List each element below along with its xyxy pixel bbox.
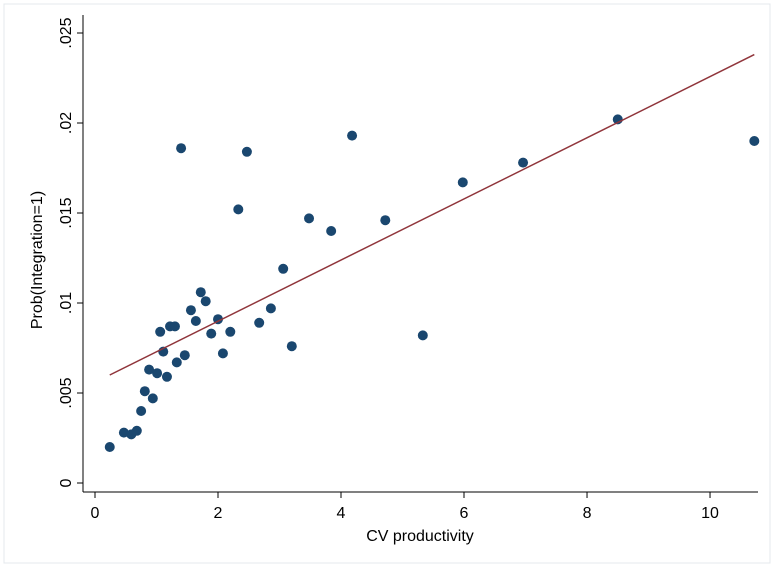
scatter-point — [152, 368, 163, 379]
scatter-point — [169, 321, 180, 332]
scatter-point — [161, 371, 172, 382]
x-tick-label: 8 — [583, 505, 592, 522]
scatter-point — [195, 287, 206, 298]
scatter-point — [176, 143, 187, 154]
scatter-point — [347, 130, 358, 141]
scatter-point — [749, 136, 760, 146]
scatter-point — [241, 146, 252, 157]
y-tick-label: .01 — [58, 292, 75, 314]
scatter-point — [200, 296, 211, 307]
scatter-point — [254, 317, 265, 328]
scatter-point — [171, 357, 182, 368]
scatter-point — [326, 226, 337, 236]
scatter-point — [144, 364, 155, 375]
scatter-point — [233, 204, 244, 215]
y-tick-label: .005 — [58, 377, 75, 408]
scatter-point — [457, 177, 468, 188]
scatter-point — [136, 406, 147, 416]
scatter-point — [217, 348, 228, 359]
scatter-point — [286, 341, 297, 352]
x-tick-label: 10 — [701, 505, 719, 522]
scatter-point — [139, 386, 150, 397]
x-tick-label: 6 — [460, 505, 469, 522]
x-tick-label: 2 — [214, 505, 223, 522]
y-tick-label: .015 — [58, 197, 75, 228]
scatter-point — [179, 350, 190, 361]
x-tick-label: 4 — [337, 505, 346, 522]
scatter-point — [518, 157, 529, 168]
scatter-point — [104, 442, 115, 452]
scatter-point — [304, 213, 315, 224]
x-tick-label: 0 — [91, 505, 100, 522]
x-axis-title: CV productivity — [366, 528, 474, 545]
scatter-point — [155, 326, 166, 337]
scatter-point — [190, 316, 201, 326]
y-axis-title: Prob(Integration=1) — [29, 191, 46, 329]
y-tick-label: 0 — [58, 478, 75, 487]
scatter-point — [417, 330, 428, 341]
scatter-point — [185, 305, 196, 316]
scatter-point — [225, 326, 236, 337]
scatter-point — [147, 393, 158, 404]
y-tick-label: .025 — [58, 17, 75, 48]
fit-line — [109, 53, 755, 376]
scatter-point — [380, 215, 391, 226]
scatter-point — [265, 303, 276, 314]
scatter-point — [131, 425, 142, 436]
scatter-point — [206, 328, 217, 339]
scatter-point — [278, 263, 289, 274]
plot-area — [83, 15, 758, 492]
y-tick-label: .02 — [58, 112, 75, 134]
